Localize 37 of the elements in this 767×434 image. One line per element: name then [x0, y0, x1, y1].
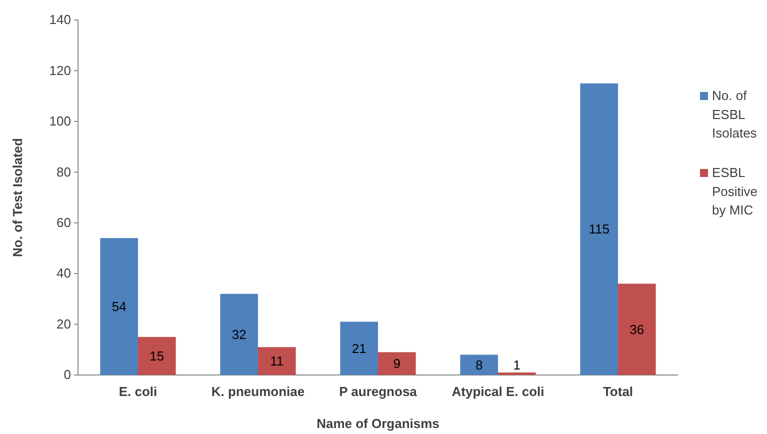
x-tick-label: P auregnosa — [339, 384, 418, 400]
y-axis-title: No. of Test Isolated — [10, 138, 25, 257]
data-label: 8 — [475, 357, 483, 372]
x-axis-title: Name of Organisms — [316, 416, 440, 431]
y-tick-label: 60 — [56, 215, 71, 230]
y-tick-label: 20 — [56, 316, 71, 332]
data-label: 32 — [232, 326, 246, 342]
bar — [618, 284, 656, 375]
data-label: 1 — [513, 358, 521, 373]
bar — [498, 372, 536, 375]
data-label: 115 — [588, 222, 610, 237]
x-tick-label: K. pneumoniae — [211, 384, 305, 400]
y-tick-label: 120 — [49, 62, 71, 78]
y-tick-label: 0 — [64, 367, 71, 382]
x-tick-label: E. coli — [118, 384, 158, 400]
bar — [138, 336, 176, 375]
data-label: 36 — [630, 322, 644, 337]
bar — [580, 83, 618, 375]
y-tick-label: 140 — [49, 12, 71, 28]
x-tick-label: Atypical E. coli — [452, 384, 544, 400]
data-label: 15 — [150, 348, 164, 364]
legend-label: ESBL Positive by MIC — [712, 165, 758, 218]
bar — [220, 294, 258, 375]
y-tick-label: 40 — [56, 266, 71, 281]
data-label: 21 — [352, 340, 366, 356]
y-tick-label: 100 — [49, 114, 71, 129]
x-tick-label: Total — [602, 384, 634, 400]
bar — [460, 354, 498, 375]
y-tick-label: 80 — [56, 164, 71, 180]
data-label: 9 — [393, 356, 401, 372]
bar — [340, 322, 378, 375]
bar — [100, 238, 138, 375]
bar — [378, 352, 416, 375]
legend-label: No. of ESBL Isolates — [712, 88, 758, 141]
data-label: 11 — [270, 354, 284, 369]
bar — [258, 347, 296, 375]
data-label: 54 — [112, 299, 126, 314]
